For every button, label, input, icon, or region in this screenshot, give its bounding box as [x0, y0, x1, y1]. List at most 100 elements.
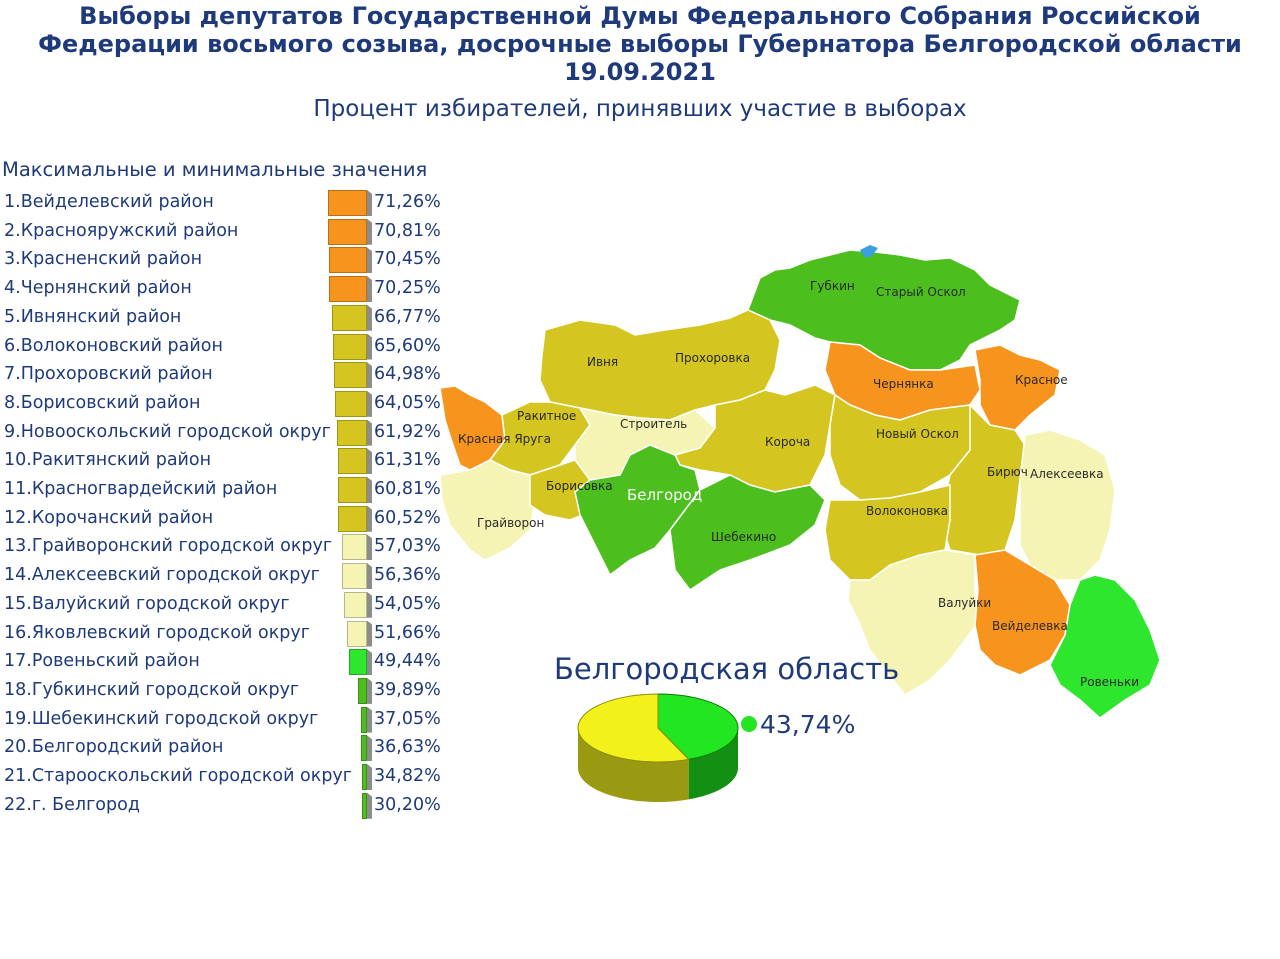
- ranking-row-value: 66,77%: [374, 306, 441, 327]
- ranking-row-label: 19.Шебекинский городской округ: [4, 708, 319, 729]
- ranking-row-label: 9.Новооскольский городской округ: [4, 421, 331, 442]
- map-label-grayvoron: Грайворон: [477, 516, 544, 530]
- ranking-row-label: 3.Красненский район: [4, 249, 203, 270]
- title-line-3: 19.09.2021: [564, 58, 716, 86]
- ranking-bar: [328, 247, 372, 274]
- ranking-bar: [344, 591, 372, 618]
- ranking-heading: Максимальные и минимальные значения: [2, 158, 428, 181]
- ranking-row: 4.Чернянский район 70,25%: [0, 274, 460, 303]
- ranking-bar: [360, 706, 372, 733]
- ranking-row-label: 14.Алексеевский городской округ: [4, 565, 320, 586]
- map-label-novy-oskol: Новый Оскол: [876, 427, 959, 441]
- title-line-1: Выборы депутатов Государственной Думы Фе…: [79, 2, 1201, 30]
- map-label-prokhorovka: Прохоровка: [675, 351, 750, 365]
- ranking-bar: [333, 333, 372, 360]
- ranking-bar: [357, 677, 372, 704]
- map-label-krasnaya-yaruga: Красная Яруга: [458, 432, 551, 446]
- ranking-bar: [337, 448, 372, 475]
- ranking-row: 5.Ивнянский район 66,77%: [0, 303, 460, 332]
- ranking-row-value: 70,45%: [374, 249, 441, 270]
- ranking-row-value: 39,89%: [374, 679, 441, 700]
- page-subtitle: Процент избирателей, принявших участие в…: [313, 96, 967, 122]
- ranking-row-value: 51,66%: [374, 622, 441, 643]
- ranking-bar: [334, 390, 372, 417]
- map-label-gubkin: Губкин: [810, 279, 855, 293]
- ranking-bar: [360, 735, 372, 762]
- ranking-row-value: 71,26%: [374, 192, 441, 212]
- ranking-row-value: 61,92%: [374, 421, 441, 442]
- pie-value-marker: [741, 716, 757, 732]
- map-label-valuyki: Валуйки: [938, 596, 991, 610]
- map-region-rakitnoe: [488, 401, 591, 476]
- page-title: Выборы депутатов Государственной Думы Фе…: [0, 2, 1280, 86]
- ranking-row-label: 16.Яковлевский городской округ: [4, 622, 310, 643]
- ranking-row-label: 12.Корочанский район: [4, 507, 214, 528]
- ranking-row: 9.Новооскольский городской округ 61,92%: [0, 418, 460, 447]
- ranking-bar: [362, 764, 372, 790]
- ranking-row: 15.Валуйский городской округ 54,05%: [0, 590, 460, 619]
- ranking-row-value: 37,05%: [374, 708, 441, 729]
- ranking-list: 1.Вейделевский район 71,26% 2.Краснояружск…: [0, 188, 460, 828]
- ranking-row: 14.Алексеевский городской округ 56,36%: [0, 561, 460, 590]
- ranking-bar: [329, 276, 372, 303]
- pie-side-wall: [688, 728, 738, 800]
- ranking-bar: [348, 649, 372, 676]
- ranking-row-value: 64,98%: [374, 364, 441, 385]
- map-region-grayvoron: [439, 459, 536, 561]
- ranking-bar: [336, 419, 372, 446]
- ranking-row: 1.Вейделевский район 71,26%: [0, 188, 460, 217]
- ranking-row-value: 30,20%: [374, 794, 441, 815]
- region-turnout-value: 43,74%: [760, 710, 856, 739]
- ranking-row-value: 49,44%: [374, 651, 441, 672]
- map-label-shebekino: Шебекино: [711, 530, 776, 544]
- map-label-ivnya: Ивня: [587, 355, 618, 369]
- ranking-row-label: 20.Белгородский район: [4, 737, 224, 758]
- ranking-bar: [341, 534, 372, 561]
- title-line-2: Федерации восьмого созыва, досрочные выб…: [38, 30, 1242, 58]
- map-water-icon: [860, 245, 878, 258]
- map-label-rovenki: Ровеньки: [1080, 675, 1139, 689]
- ranking-row-value: 61,31%: [374, 450, 441, 471]
- ranking-row-label: 10.Ракитянский район: [4, 450, 212, 471]
- ranking-row: 13.Грайворонский городской округ 57,03%: [0, 532, 460, 561]
- map-region-veydelevka: [974, 549, 1071, 676]
- ranking-row: 12.Корочанский район 60,52%: [0, 504, 460, 533]
- ranking-row-value: 36,63%: [374, 737, 441, 758]
- ranking-row-label: 15.Валуйский городской округ: [4, 593, 290, 614]
- ranking-row-label: 2.Краснояружский район: [4, 220, 239, 241]
- map-label-chernyanka: Чернянка: [873, 377, 934, 391]
- pie-slice-turnout: [657, 693, 739, 760]
- ranking-row-label: 5.Ивнянский район: [4, 306, 182, 327]
- ranking-row: 8.Борисовский район 64,05%: [0, 389, 460, 418]
- map-label-rakitnoe: Ракитное: [517, 409, 576, 423]
- map-label-stary-oskol: Старый Оскол: [876, 285, 966, 299]
- ranking-row-label: 11.Красногвардейский район: [4, 479, 278, 499]
- ranking-row-value: 64,05%: [374, 392, 441, 413]
- ranking-bar: [362, 792, 372, 819]
- turnout-pie-chart: [577, 693, 757, 802]
- ranking-row: 20.Белгородский район 36,63%: [0, 733, 460, 762]
- map-region-rovenki: [1049, 574, 1161, 719]
- ranking-row-label: 8.Борисовский район: [4, 392, 201, 413]
- ranking-bar: [342, 563, 372, 590]
- ranking-row: 10.Ракитянский район 61,31%: [0, 446, 460, 475]
- pie-slice-remaining: [577, 693, 690, 763]
- ranking-row: 18.Губкинский городской округ 39,89%: [0, 676, 460, 705]
- ranking-row-value: 34,82%: [374, 766, 441, 786]
- map-label-krasnoe: Красное: [1015, 373, 1068, 387]
- ranking-row: 11.Красногвардейский район 60,81%: [0, 475, 460, 504]
- ranking-bar: [328, 190, 372, 216]
- map-label-stroitel: Строитель: [620, 417, 687, 431]
- map-label-belgorod: Белгород: [627, 486, 702, 504]
- ranking-row-value: 54,05%: [374, 593, 441, 614]
- ranking-row-value: 70,81%: [374, 220, 441, 241]
- ranking-row-label: 4.Чернянский район: [4, 278, 192, 299]
- district-map: Губкин Старый Оскол Ивня Прохоровка Черн…: [439, 245, 1161, 719]
- ranking-row-value: 60,52%: [374, 507, 441, 528]
- ranking-row-value: 70,25%: [374, 278, 441, 299]
- ranking-row-label: 7.Прохоровский район: [4, 364, 213, 385]
- ranking-row-label: 22.г. Белгород: [4, 794, 140, 815]
- ranking-row: 21.Старооскольский городской округ 34,82%: [0, 762, 460, 791]
- ranking-bar: [334, 362, 372, 389]
- ranking-row-value: 60,81%: [374, 479, 441, 499]
